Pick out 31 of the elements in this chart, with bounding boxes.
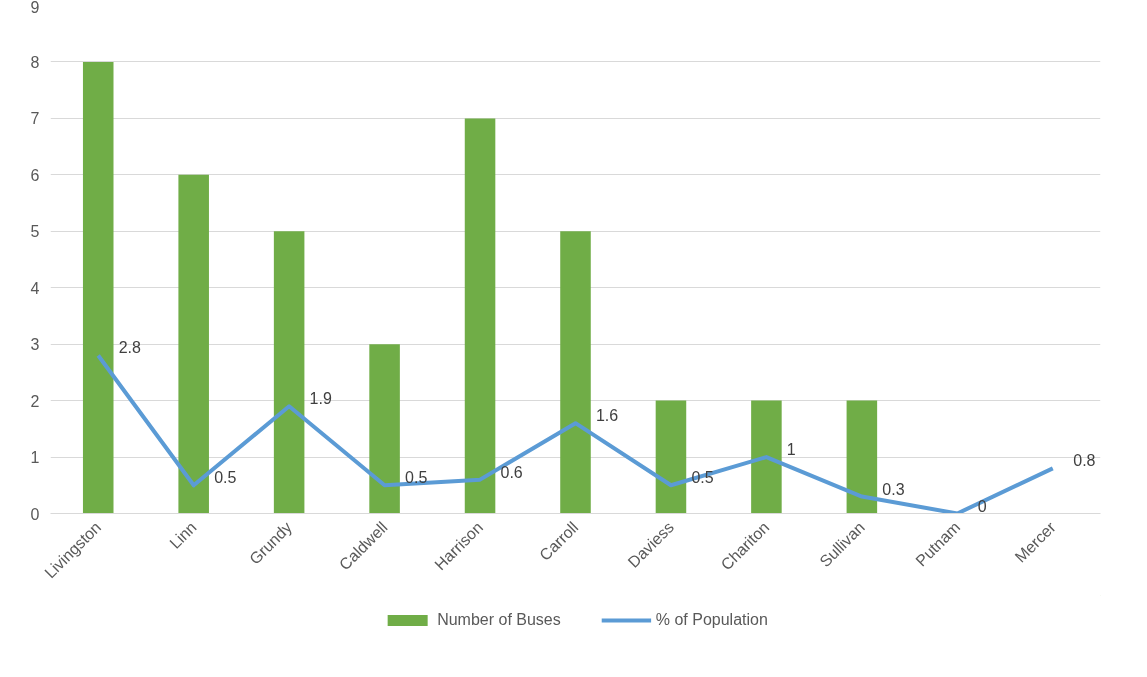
y-tick-label: 3 [30,336,40,354]
data-label: 0.3 [882,480,905,498]
bar [82,61,114,514]
data-label: 1 [786,441,796,459]
y-tick-label: 6 [30,166,40,184]
x-tick-label: Linn [166,518,200,552]
line-series [96,353,1055,514]
data-label: 0.6 [500,463,523,481]
y-tick-label: 2 [30,392,40,410]
y-tick-label: 9 [30,0,40,16]
bar [178,174,209,514]
bar [369,344,400,514]
bar [846,400,878,514]
bar [751,400,782,514]
bar [655,400,687,514]
y-tick-label: 5 [30,223,40,241]
bar [273,231,305,514]
y-tick-label: 1 [30,449,40,467]
data-label: 2.8 [118,339,142,357]
data-label: 0.8 [1073,452,1096,470]
bar [560,231,591,514]
data-label: 1.9 [309,390,332,408]
data-label: 1.6 [595,407,619,425]
y-tick-label: 8 [30,53,40,71]
legend-label: Number of Buses [437,611,561,629]
data-label: 0.5 [214,469,237,487]
bar [464,118,496,514]
legend-label: % of Population [655,611,768,629]
y-tick-label: 4 [30,279,40,297]
y-tick-label: 0 [30,505,40,523]
y-tick-label: 7 [30,110,40,128]
